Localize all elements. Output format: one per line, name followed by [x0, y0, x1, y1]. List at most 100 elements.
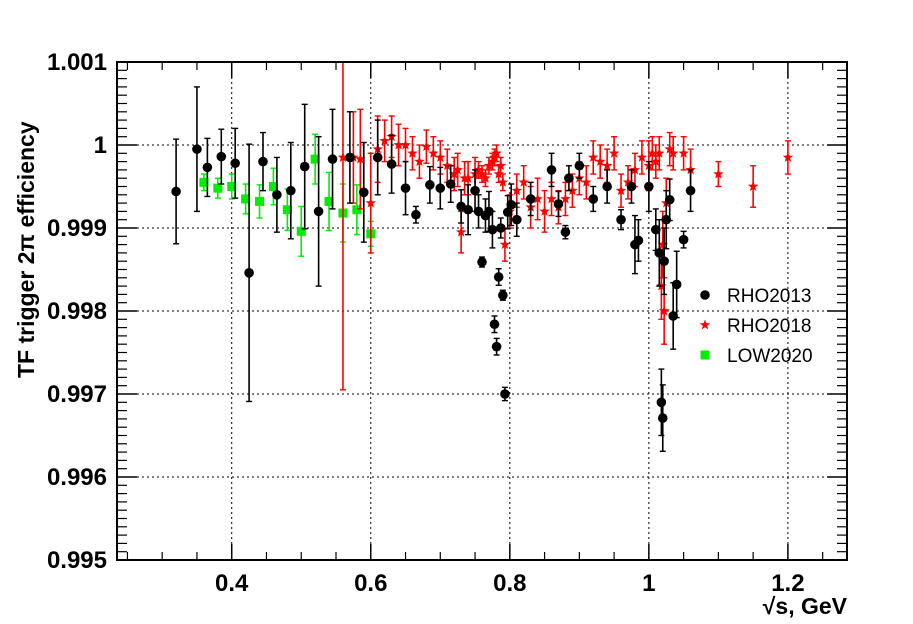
- data-point: [525, 194, 536, 204]
- data-point: [244, 268, 254, 278]
- data-point: [495, 223, 506, 233]
- data-point: [282, 205, 292, 215]
- data-point: [667, 147, 679, 158]
- y-tick-label: 0.997: [47, 381, 107, 408]
- data-point: [216, 151, 227, 162]
- data-point: [713, 168, 724, 179]
- data-point: [428, 147, 439, 158]
- data-point: [564, 173, 574, 183]
- data-point: [268, 182, 278, 191]
- data-point: [473, 206, 484, 217]
- legend: RHO2013 RHO2018 LOW2020: [699, 286, 813, 367]
- y-tick-label: 1.001: [47, 49, 107, 76]
- data-point: [462, 172, 474, 183]
- data-point: [421, 141, 432, 152]
- data-point: [658, 305, 670, 316]
- data-point: [651, 224, 661, 235]
- data-point: [574, 160, 585, 171]
- data-point: [581, 176, 592, 187]
- x-axis-title: √s, GeV: [763, 593, 848, 619]
- data-point: [495, 160, 506, 171]
- data-point: [452, 164, 463, 175]
- y-tick-label: 0.996: [47, 464, 107, 491]
- data-point: [654, 248, 665, 258]
- data-point: [502, 207, 513, 218]
- data-point: [498, 290, 508, 301]
- data-point: [448, 168, 460, 179]
- data-point: [372, 152, 383, 163]
- data-point: [379, 135, 390, 146]
- data-point: [636, 151, 648, 162]
- legend-marker: [700, 350, 710, 360]
- data-point: [386, 159, 397, 169]
- y-tick-labels: 0.995 0.996 0.997 0.998 0.999 1 1.001: [47, 49, 107, 574]
- data-point: [407, 147, 418, 158]
- x-tick-label: 0.8: [493, 570, 526, 597]
- data-points: [171, 61, 794, 452]
- data-point: [661, 214, 672, 225]
- data-point: [477, 257, 487, 267]
- data-point: [359, 187, 369, 198]
- data-point: [626, 181, 637, 192]
- data-point: [647, 147, 658, 158]
- data-point: [442, 160, 453, 171]
- data-point: [480, 172, 491, 183]
- data-point: [227, 182, 237, 191]
- data-point: [560, 227, 571, 237]
- data-point: [455, 226, 467, 237]
- data-point: [602, 181, 612, 192]
- data-point: [615, 185, 627, 196]
- data-point: [327, 154, 338, 164]
- data-point: [546, 193, 557, 204]
- data-point: [400, 183, 411, 193]
- data-point: [539, 205, 550, 216]
- y-axis-title: TF trigger 2π efficiency: [13, 121, 39, 378]
- data-point: [588, 151, 599, 162]
- data-point: [213, 183, 223, 193]
- data-point: [411, 209, 421, 220]
- data-point: [650, 156, 662, 167]
- data-point: [532, 193, 543, 204]
- data-point: [487, 224, 498, 235]
- y-tick-label: 1: [94, 132, 107, 159]
- data-point: [747, 181, 759, 191]
- data-point: [506, 199, 516, 210]
- data-point: [616, 214, 626, 225]
- data-point: [657, 413, 668, 423]
- data-point: [491, 147, 502, 158]
- data-point: [664, 143, 675, 154]
- data-point: [255, 196, 265, 206]
- data-point: [230, 158, 240, 169]
- grid-lines: [117, 62, 847, 560]
- legend-label: LOW2020: [727, 346, 813, 367]
- data-point: [678, 234, 689, 245]
- data-point: [499, 239, 511, 250]
- data-point: [489, 319, 500, 330]
- axis-ticks: [117, 61, 847, 561]
- x-tick-label: 0.6: [354, 570, 387, 597]
- legend-label: RHO2013: [727, 286, 812, 307]
- data-point: [425, 180, 435, 190]
- data-point: [654, 147, 665, 158]
- data-point: [352, 205, 362, 215]
- data-point: [445, 179, 456, 189]
- y-tick-label: 0.995: [47, 547, 107, 574]
- data-point: [192, 144, 202, 154]
- data-point: [400, 139, 411, 150]
- data-point: [622, 176, 634, 187]
- data-point: [657, 239, 668, 250]
- data-point: [435, 151, 446, 162]
- data-point: [782, 151, 794, 162]
- y-tick-label: 0.998: [47, 298, 107, 325]
- data-point: [393, 139, 404, 150]
- x-tick-label: 1: [642, 570, 655, 597]
- data-point: [594, 156, 606, 167]
- legend-marker: [699, 319, 711, 330]
- legend-marker: [700, 290, 710, 300]
- data-point: [296, 226, 306, 236]
- data-point: [365, 197, 376, 208]
- data-point: [414, 156, 425, 167]
- data-point: [484, 206, 494, 217]
- data-point: [310, 154, 320, 164]
- data-point: [313, 206, 324, 217]
